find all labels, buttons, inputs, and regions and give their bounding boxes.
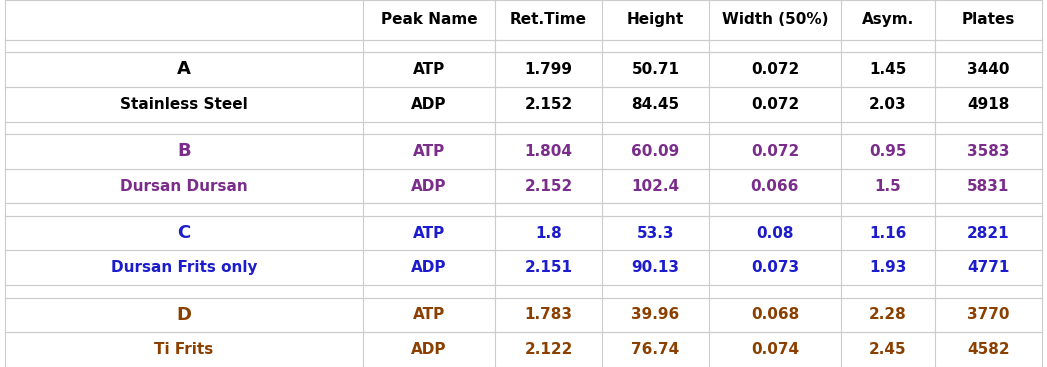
Bar <box>5 285 1042 298</box>
Text: A: A <box>177 61 191 79</box>
Text: ADP: ADP <box>411 342 447 357</box>
Text: ADP: ADP <box>411 97 447 112</box>
Text: 2.151: 2.151 <box>525 260 573 275</box>
Text: 1.93: 1.93 <box>869 260 907 275</box>
Bar <box>5 52 1042 87</box>
Text: B: B <box>177 142 191 160</box>
Text: 0.072: 0.072 <box>751 144 799 159</box>
Bar <box>5 121 1042 134</box>
Text: ADP: ADP <box>411 260 447 275</box>
Text: ATP: ATP <box>413 62 445 77</box>
Text: 1.804: 1.804 <box>525 144 573 159</box>
Text: 2.28: 2.28 <box>869 308 907 322</box>
Text: 0.08: 0.08 <box>756 226 794 241</box>
Bar <box>5 203 1042 216</box>
Text: 0.072: 0.072 <box>751 62 799 77</box>
Bar <box>5 0 1042 40</box>
Text: Peak Name: Peak Name <box>381 12 477 28</box>
Text: D: D <box>177 306 192 324</box>
Text: Asym.: Asym. <box>862 12 914 28</box>
Bar <box>5 134 1042 169</box>
Text: 1.8: 1.8 <box>535 226 562 241</box>
Text: Dursan Dursan: Dursan Dursan <box>120 178 248 193</box>
Text: 4582: 4582 <box>967 342 1009 357</box>
Text: 2.152: 2.152 <box>525 97 573 112</box>
Text: 2.45: 2.45 <box>869 342 907 357</box>
Bar <box>5 332 1042 367</box>
Text: 0.95: 0.95 <box>869 144 907 159</box>
Text: 1.5: 1.5 <box>874 178 901 193</box>
Text: ATP: ATP <box>413 144 445 159</box>
Text: 4918: 4918 <box>967 97 1009 112</box>
Bar <box>5 250 1042 285</box>
Text: 5831: 5831 <box>967 178 1009 193</box>
Bar <box>5 298 1042 332</box>
Text: 0.068: 0.068 <box>751 308 799 322</box>
Text: 1.16: 1.16 <box>869 226 907 241</box>
Text: 2.122: 2.122 <box>525 342 573 357</box>
Text: 0.074: 0.074 <box>751 342 799 357</box>
Text: 0.066: 0.066 <box>751 178 799 193</box>
Text: 1.45: 1.45 <box>869 62 907 77</box>
Text: Dursan Frits only: Dursan Frits only <box>111 260 258 275</box>
Text: 0.072: 0.072 <box>751 97 799 112</box>
Text: C: C <box>177 224 191 242</box>
Text: 2.03: 2.03 <box>869 97 907 112</box>
Text: 84.45: 84.45 <box>631 97 680 112</box>
Text: 0.073: 0.073 <box>751 260 799 275</box>
Bar <box>5 216 1042 250</box>
Bar <box>5 169 1042 203</box>
Text: 76.74: 76.74 <box>631 342 680 357</box>
Text: 1.799: 1.799 <box>525 62 573 77</box>
Text: ATP: ATP <box>413 308 445 322</box>
Text: 2.152: 2.152 <box>525 178 573 193</box>
Text: 50.71: 50.71 <box>631 62 680 77</box>
Text: Plates: Plates <box>962 12 1016 28</box>
Text: 102.4: 102.4 <box>631 178 680 193</box>
Bar <box>5 40 1042 52</box>
Text: 3583: 3583 <box>967 144 1009 159</box>
Text: 3770: 3770 <box>967 308 1009 322</box>
Text: ADP: ADP <box>411 178 447 193</box>
Text: 1.783: 1.783 <box>525 308 573 322</box>
Text: ATP: ATP <box>413 226 445 241</box>
Text: Ti Frits: Ti Frits <box>154 342 214 357</box>
Text: 90.13: 90.13 <box>631 260 680 275</box>
Text: 39.96: 39.96 <box>631 308 680 322</box>
Text: 53.3: 53.3 <box>637 226 674 241</box>
Text: 4771: 4771 <box>967 260 1009 275</box>
Text: 2821: 2821 <box>967 226 1009 241</box>
Text: Width (50%): Width (50%) <box>721 12 828 28</box>
Text: Ret.Time: Ret.Time <box>510 12 587 28</box>
Text: Stainless Steel: Stainless Steel <box>120 97 248 112</box>
Text: Height: Height <box>627 12 684 28</box>
Bar <box>5 87 1042 121</box>
Text: 60.09: 60.09 <box>631 144 680 159</box>
Text: 3440: 3440 <box>967 62 1009 77</box>
